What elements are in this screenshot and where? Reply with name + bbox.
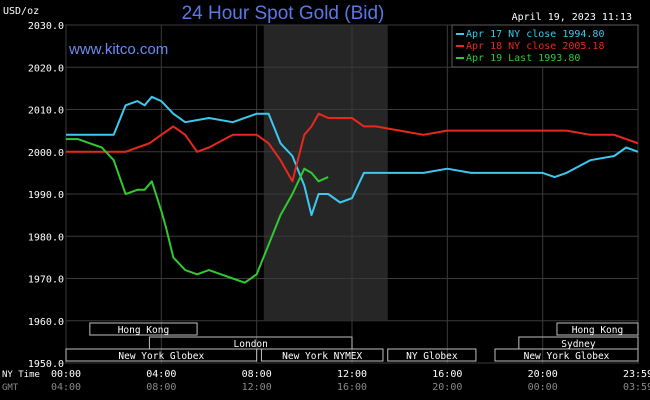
session-label: New York Globex [524,351,610,362]
y-tick-label: 1960.0 [28,317,64,328]
y-tick-label: 1990.0 [28,190,64,201]
session-label: London [234,339,268,350]
y-tick-label: 1970.0 [28,275,64,286]
x-tick-label-ny: 00:00 [51,369,81,380]
x-tick-label-ny: 08:00 [242,369,272,380]
series-line-3 [66,138,329,284]
x-axis-gmt-label: GMT [2,383,19,393]
session-label: New York NYMEX [282,351,362,362]
session-box [260,348,384,362]
x-tick-label-ny: 23:59 [623,369,650,380]
chart-title: 24 Hour Spot Gold (Bid) [182,3,385,24]
y-tick-label: 2030.0 [28,21,64,32]
x-tick-label-ny: 16:00 [432,369,462,380]
y-tick-label: 2020.0 [28,63,64,74]
legend-entry: Apr 18 NY close 2005.18 [466,41,604,52]
session-box [89,322,198,336]
y-tick-label: 2010.0 [28,106,64,117]
x-tick-label-ny: 04:00 [146,369,176,380]
y-axis-unit-label: USD/oz [3,6,39,17]
legend-box [451,24,639,68]
series-line-1 [66,95,639,217]
watermark: www.kitco.com [68,41,168,58]
chart-date: April 19, 2023 11:13 [512,12,632,23]
y-tick-label: 2000.0 [28,148,64,159]
x-tick-label-gmt: 03:59 [623,382,650,393]
legend-entry: Apr 19 Last 1993.80 [466,53,580,64]
session-label: New York Globex [118,351,204,362]
x-tick-label-ny: 12:00 [337,369,367,380]
session-label: NY Globex [406,351,458,362]
session-label: Hong Kong [572,325,623,336]
session-label: Hong Kong [118,325,169,336]
session-box [556,322,639,336]
session-box [387,348,477,362]
x-axis-ny-time-label: NY Time [2,370,40,380]
x-tick-label-gmt: 20:00 [432,382,462,393]
series-line-2 [66,112,639,183]
x-tick-label-gmt: 12:00 [242,382,272,393]
session-box [65,348,258,362]
y-tick-label: 1980.0 [28,232,64,243]
session-label: Sydney [561,339,596,350]
legend-entry: Apr 17 NY close 1994.80 [466,29,604,40]
session-box [494,348,639,362]
y-tick-label: 1950.0 [28,359,64,370]
x-tick-label-gmt: 16:00 [337,382,367,393]
x-tick-label-gmt: 08:00 [146,382,176,393]
x-tick-label-gmt: 04:00 [51,382,81,393]
x-tick-label-ny: 20:00 [528,369,558,380]
x-tick-label-gmt: 00:00 [528,382,558,393]
